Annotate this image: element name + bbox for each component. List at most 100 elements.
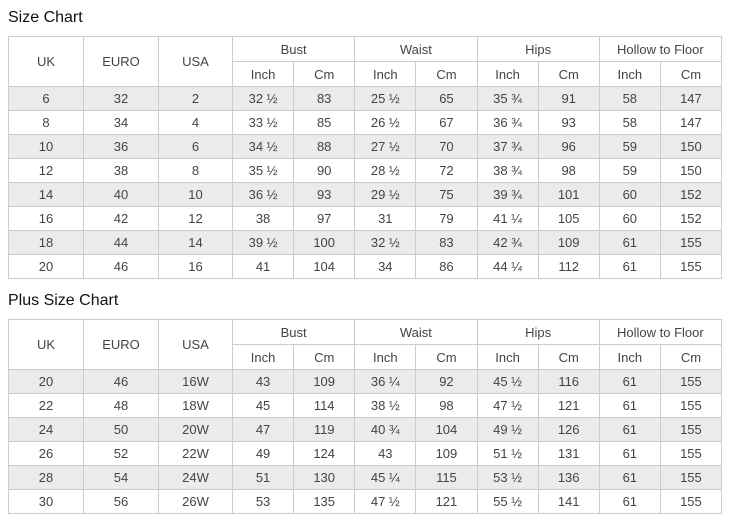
column-group-hips: Hips (476, 36, 600, 62)
column-header-bust-cm: Cm (293, 344, 356, 370)
table-cell: 43 (231, 369, 295, 394)
table-cell: 14 (8, 182, 84, 207)
table-cell: 36 (83, 134, 159, 159)
table-cell: 10 (158, 182, 233, 207)
table-cell: 18 (8, 230, 84, 255)
table-cell: 131 (537, 441, 600, 466)
table-cell: 43 (354, 441, 417, 466)
table-cell: 44 ¼ (476, 254, 539, 279)
table-cell: 30 (8, 489, 84, 514)
size-chart-page: Size Chart UK EURO USA Bust Waist Hips H… (8, 9, 723, 514)
table-cell: 93 (293, 182, 356, 207)
column-header-hollow-inch: Inch (598, 61, 661, 87)
table-cell: 150 (659, 134, 723, 159)
table-cell: 32 ½ (231, 86, 295, 111)
table-cell: 124 (293, 441, 356, 466)
table-cell: 58 (598, 86, 661, 111)
table-cell: 112 (537, 254, 600, 279)
table-cell: 53 ½ (476, 465, 539, 490)
table-cell: 60 (598, 206, 661, 231)
table-cell: 72 (415, 158, 478, 183)
table-cell: 101 (537, 182, 600, 207)
table-cell: 70 (415, 134, 478, 159)
table-cell: 36 ¼ (354, 369, 417, 394)
table-cell: 39 ½ (231, 230, 295, 255)
column-group-bust: Bust (231, 36, 356, 62)
table-cell: 32 (83, 86, 159, 111)
table-cell: 46 (83, 369, 159, 394)
column-header-waist-inch: Inch (354, 344, 417, 370)
table-row: 12 38 8 35 ½ 90 28 ½ 72 38 ¾ 98 59 150 (8, 158, 723, 183)
column-group-hollow-to-floor: Hollow to Floor (598, 36, 723, 62)
table-cell: 85 (293, 110, 356, 135)
table-cell: 38 (231, 206, 295, 231)
table-cell: 65 (415, 86, 478, 111)
table-cell: 40 (83, 182, 159, 207)
table-cell: 38 ¾ (476, 158, 539, 183)
table-cell: 34 ½ (231, 134, 295, 159)
table-cell: 27 ½ (354, 134, 417, 159)
column-group-bust: Bust (231, 319, 356, 345)
table-cell: 38 (83, 158, 159, 183)
table-cell: 155 (659, 254, 723, 279)
table-cell: 52 (83, 441, 159, 466)
table-cell: 39 ¾ (476, 182, 539, 207)
column-header-hips-cm: Cm (537, 61, 600, 87)
column-header-hollow-cm: Cm (659, 344, 723, 370)
table-cell: 58 (598, 110, 661, 135)
table-row: 20 46 16 41 104 34 86 44 ¼ 112 61 155 (8, 254, 723, 279)
table-cell: 115 (415, 465, 478, 490)
table-cell: 40 ¾ (354, 417, 417, 442)
table-cell: 42 (83, 206, 159, 231)
size-chart-body: 6 32 2 32 ½ 83 25 ½ 65 35 ¾ 91 58 147 8 34 4 33 ½ 85 26 … (8, 86, 723, 279)
table-cell: 141 (537, 489, 600, 514)
table-row: 14 40 10 36 ½ 93 29 ½ 75 39 ¾ 101 60 152 (8, 182, 723, 207)
table-cell: 97 (293, 206, 356, 231)
table-row: 28 54 24W 51 130 45 ¼ 115 53 ½ 136 61 155 (8, 465, 723, 490)
table-cell: 155 (659, 441, 723, 466)
table-cell: 105 (537, 206, 600, 231)
column-header-bust-cm: Cm (293, 61, 356, 87)
table-cell: 92 (415, 369, 478, 394)
table-cell: 2 (158, 86, 233, 111)
table-cell: 150 (659, 158, 723, 183)
column-header-bust-inch: Inch (231, 344, 295, 370)
plus-size-chart-header: UK EURO USA Bust Waist Hips Hollow to Fl… (8, 319, 723, 370)
table-cell: 109 (537, 230, 600, 255)
table-cell: 35 ¾ (476, 86, 539, 111)
table-cell: 152 (659, 206, 723, 231)
table-cell: 155 (659, 417, 723, 442)
table-cell: 83 (415, 230, 478, 255)
table-cell: 16 (158, 254, 233, 279)
table-cell: 98 (415, 393, 478, 418)
table-cell: 67 (415, 110, 478, 135)
table-cell: 6 (8, 86, 84, 111)
table-cell: 20 (8, 369, 84, 394)
table-row: 10 36 6 34 ½ 88 27 ½ 70 37 ¾ 96 59 150 (8, 134, 723, 159)
table-cell: 114 (293, 393, 356, 418)
size-chart-table: UK EURO USA Bust Waist Hips Hollow to Fl… (8, 36, 723, 279)
column-group-waist: Waist (354, 36, 478, 62)
column-group-hips: Hips (476, 319, 600, 345)
plus-size-chart-title: Plus Size Chart (8, 292, 119, 309)
table-row: 20 46 16W 43 109 36 ¼ 92 45 ½ 116 61 155 (8, 369, 723, 394)
table-cell: 26 ½ (354, 110, 417, 135)
table-cell: 90 (293, 158, 356, 183)
table-cell: 121 (537, 393, 600, 418)
table-cell: 61 (598, 254, 661, 279)
table-cell: 109 (293, 369, 356, 394)
table-row: 24 50 20W 47 119 40 ¾ 104 49 ½ 126 61 155 (8, 417, 723, 442)
table-cell: 152 (659, 182, 723, 207)
table-cell: 26W (158, 489, 233, 514)
table-cell: 61 (598, 441, 661, 466)
column-header-usa: USA (158, 319, 233, 370)
table-row: 8 34 4 33 ½ 85 26 ½ 67 36 ¾ 93 58 147 (8, 110, 723, 135)
column-header-waist-cm: Cm (415, 61, 478, 87)
table-cell: 51 (231, 465, 295, 490)
size-chart-header: UK EURO USA Bust Waist Hips Hollow to Fl… (8, 36, 723, 87)
table-cell: 10 (8, 134, 84, 159)
table-cell: 50 (83, 417, 159, 442)
table-cell: 83 (293, 86, 356, 111)
table-cell: 32 ½ (354, 230, 417, 255)
table-cell: 96 (537, 134, 600, 159)
